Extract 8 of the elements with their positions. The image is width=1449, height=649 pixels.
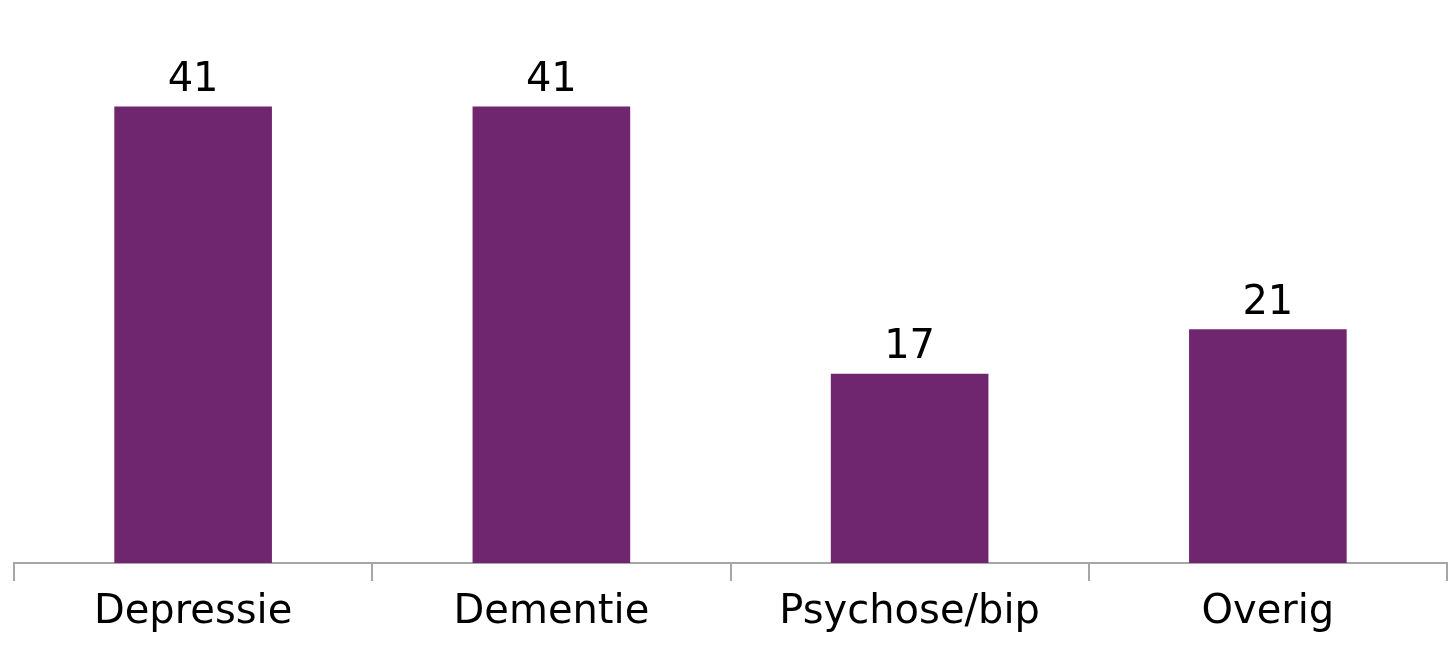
data-label: 41 — [525, 53, 577, 100]
data-label: 21 — [1242, 276, 1294, 323]
data-label: 17 — [884, 321, 936, 368]
x-tick-label: Dementie — [453, 586, 650, 633]
x-tick-label: Overig — [1201, 586, 1335, 633]
x-tick-label: Psychose/bip — [779, 586, 1040, 633]
data-label: 41 — [167, 53, 219, 100]
x-tick-label: Depressie — [93, 586, 293, 633]
